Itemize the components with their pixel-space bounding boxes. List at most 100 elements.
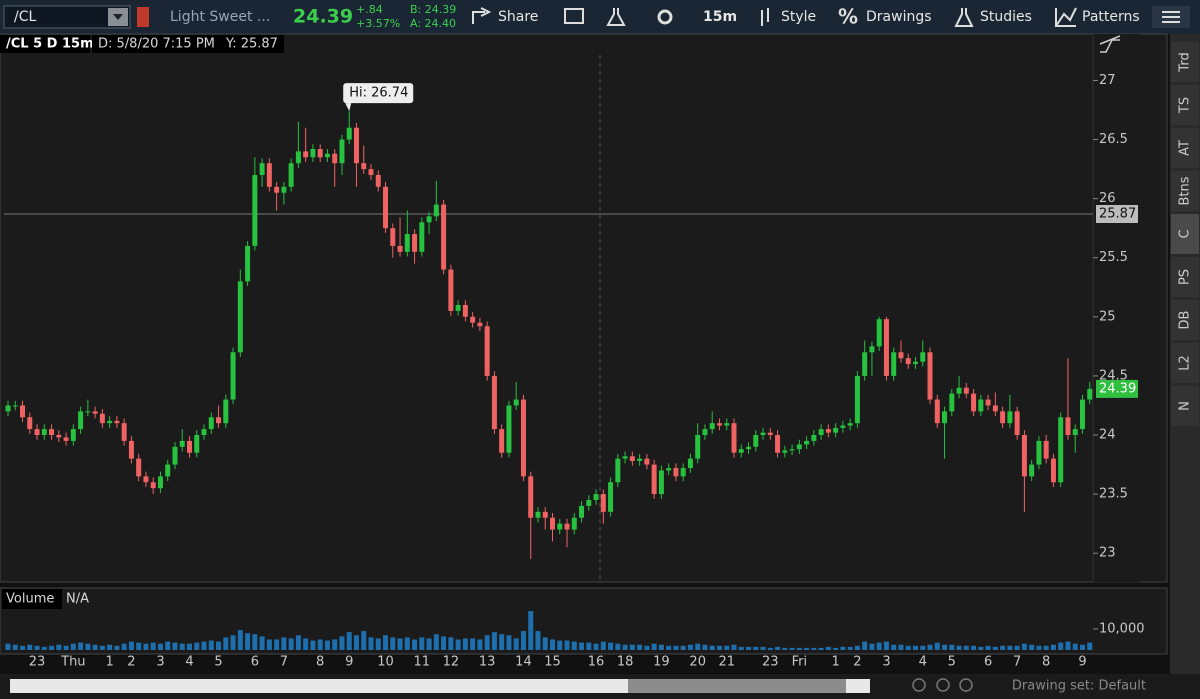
volume-bar [644, 645, 650, 650]
candle-body [731, 423, 737, 453]
zoom-in[interactable] [936, 678, 950, 692]
y-tick-label: 23.5 [1099, 487, 1128, 502]
side-tab[interactable] [1171, 386, 1199, 426]
candle-body [237, 281, 243, 353]
side-tab-label[interactable]: AT [1178, 140, 1193, 156]
scrollbar-thumb[interactable] [628, 679, 846, 693]
volume-bar [862, 641, 868, 650]
candle-body [550, 517, 555, 530]
volume-bar [41, 646, 47, 650]
volume-bar [992, 646, 998, 650]
volume-bar [20, 645, 26, 650]
side-tab-label[interactable]: TS [1178, 97, 1193, 114]
volume-bar [905, 645, 911, 650]
volume-bar [528, 611, 534, 650]
candle-body [1065, 417, 1071, 435]
side-tab[interactable] [1171, 214, 1199, 254]
candle-body [746, 446, 752, 450]
candle-body [593, 494, 599, 500]
volume-bar [441, 636, 447, 650]
zoom-reset[interactable] [912, 678, 926, 692]
volume-bar [622, 644, 628, 650]
link-icon[interactable] [137, 7, 149, 27]
side-tab-label[interactable]: DB [1178, 311, 1193, 330]
side-tab-label[interactable]: L2 [1178, 355, 1193, 371]
side-tab[interactable] [1171, 300, 1199, 340]
volume-bar [390, 637, 396, 650]
candle-body [1087, 388, 1093, 400]
candle-body [716, 423, 722, 426]
alert-icon[interactable] [564, 8, 584, 24]
candle-body [107, 420, 113, 424]
side-tab[interactable] [1171, 128, 1199, 168]
volume-bar [448, 637, 454, 650]
share-button[interactable]: Share [498, 9, 538, 25]
volume-bar [840, 646, 846, 650]
style-button[interactable]: Style [781, 9, 816, 25]
volume-bar [303, 638, 309, 650]
volume-bar [419, 637, 425, 650]
studies-button[interactable]: Studies [980, 9, 1032, 25]
zoom-out[interactable] [959, 678, 973, 692]
side-tab-label[interactable]: Btns [1178, 176, 1193, 205]
side-tab-label[interactable]: PS [1178, 269, 1193, 285]
volume-bar [375, 638, 381, 650]
cursor-y: Y: 25.87 [225, 37, 278, 52]
patterns-button[interactable]: Patterns [1082, 9, 1140, 25]
symbol-box[interactable] [3, 5, 131, 29]
volume-bar [702, 644, 708, 650]
dropdown-arrow [113, 14, 123, 20]
side-tab[interactable] [1171, 171, 1199, 211]
volume-bar [78, 642, 84, 650]
y-tick-label: 24 [1099, 428, 1116, 443]
side-tab[interactable] [1171, 85, 1199, 125]
candle-body [709, 423, 715, 430]
volume-bar [825, 646, 831, 650]
candle-body [99, 413, 105, 424]
volume-bar [956, 645, 962, 650]
style-switch[interactable] [1099, 35, 1121, 53]
x-tick-label: 18 [617, 655, 634, 670]
candle-body [419, 222, 425, 252]
side-tab[interactable] [1171, 42, 1199, 82]
side-tab[interactable] [1171, 257, 1199, 297]
candle-body [448, 269, 454, 311]
volume-bar [571, 641, 577, 650]
interval-button[interactable]: 15m [703, 9, 737, 25]
drawing-set[interactable]: Drawing set: Default [1012, 679, 1146, 694]
x-tick-label: 13 [479, 655, 496, 670]
candle-body [34, 429, 40, 435]
lab-icon[interactable] [606, 8, 626, 26]
side-tab-label[interactable]: N [1178, 401, 1193, 411]
candle-body [41, 429, 47, 435]
candle-body [150, 482, 156, 489]
candle-body [404, 234, 410, 252]
candle-body [361, 163, 367, 170]
volume-bar [179, 643, 185, 650]
candle-body [310, 149, 316, 158]
candle-body [869, 346, 875, 353]
volume-bar [433, 634, 439, 650]
candle-body [898, 352, 904, 359]
volume-bar [288, 638, 294, 650]
volume-bar [985, 645, 991, 650]
x-tick-label: 2 [853, 655, 861, 670]
volume-bar [542, 637, 548, 650]
side-tab-label[interactable]: Trd [1178, 52, 1193, 72]
candle-body [579, 505, 585, 518]
x-tick-label: 6 [251, 655, 259, 670]
volume-bar [913, 645, 918, 650]
settings-icon[interactable] [657, 9, 673, 25]
candle-body [629, 456, 635, 461]
volume-bar [804, 647, 810, 650]
volume-bar [462, 638, 468, 650]
last-price: 24.39 [293, 6, 353, 28]
candle-body [811, 435, 817, 441]
side-tab[interactable] [1171, 343, 1199, 383]
side-tab-label[interactable]: C [1178, 229, 1193, 238]
last-price-tag [1096, 379, 1138, 398]
candle-body [1007, 411, 1013, 424]
volume-bar [1079, 644, 1085, 650]
candle-body [5, 405, 11, 412]
drawings-button[interactable]: Drawings [866, 9, 932, 25]
